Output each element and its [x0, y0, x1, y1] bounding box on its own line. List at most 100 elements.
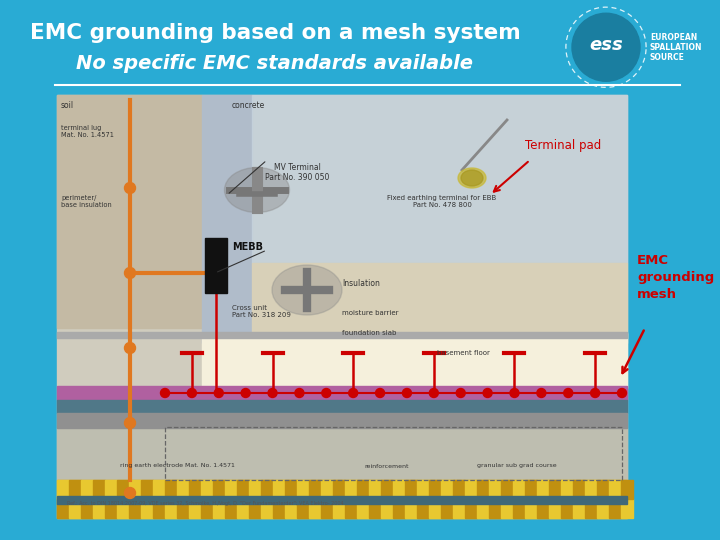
Circle shape: [510, 388, 519, 397]
Bar: [81, 480, 93, 499]
Bar: [537, 499, 549, 518]
Text: basement floor: basement floor: [437, 350, 490, 356]
Text: foundation slab: foundation slab: [342, 330, 397, 336]
Circle shape: [161, 388, 169, 397]
Bar: [261, 480, 273, 499]
Circle shape: [456, 388, 465, 397]
Bar: [393, 480, 405, 499]
Bar: [105, 480, 117, 499]
Bar: [441, 480, 453, 499]
Bar: [93, 480, 105, 499]
Bar: [273, 480, 285, 499]
Bar: [237, 499, 249, 518]
Circle shape: [125, 488, 135, 498]
Bar: [597, 499, 609, 518]
Bar: [321, 480, 333, 499]
Text: MV Terminal
Part No. 390 050: MV Terminal Part No. 390 050: [265, 163, 329, 183]
Bar: [249, 499, 261, 518]
Bar: [57, 480, 627, 518]
Bar: [309, 480, 321, 499]
Bar: [621, 499, 633, 518]
Text: concrete: concrete: [232, 101, 265, 110]
Bar: [237, 480, 249, 499]
Bar: [369, 499, 381, 518]
Bar: [297, 499, 309, 518]
Bar: [345, 480, 357, 499]
Text: SPALLATION: SPALLATION: [650, 43, 703, 52]
Bar: [501, 480, 513, 499]
Bar: [585, 480, 597, 499]
Text: Cross unit
Part No. 318 209: Cross unit Part No. 318 209: [232, 305, 291, 318]
Circle shape: [348, 388, 358, 397]
Bar: [141, 480, 153, 499]
Bar: [561, 480, 573, 499]
Bar: [117, 480, 129, 499]
Bar: [429, 499, 441, 518]
Bar: [69, 499, 81, 518]
Circle shape: [125, 342, 135, 354]
Bar: [597, 480, 609, 499]
Bar: [225, 499, 237, 518]
Bar: [165, 480, 177, 499]
Bar: [153, 480, 165, 499]
Bar: [165, 427, 622, 480]
Circle shape: [125, 417, 135, 429]
Circle shape: [483, 388, 492, 397]
Bar: [333, 499, 345, 518]
Text: Insulation: Insulation: [342, 279, 380, 287]
Bar: [525, 480, 537, 499]
Circle shape: [215, 388, 223, 397]
Text: EMC
grounding
mesh: EMC grounding mesh: [637, 254, 714, 301]
Bar: [57, 496, 627, 504]
Bar: [381, 499, 393, 518]
Bar: [441, 499, 453, 518]
Bar: [573, 499, 585, 518]
Bar: [609, 499, 621, 518]
Bar: [69, 480, 81, 499]
Circle shape: [125, 183, 135, 193]
Circle shape: [241, 388, 250, 397]
Bar: [357, 480, 369, 499]
Circle shape: [590, 388, 600, 397]
Circle shape: [537, 388, 546, 397]
Bar: [202, 333, 627, 388]
Bar: [129, 480, 141, 499]
Bar: [57, 400, 627, 413]
Bar: [213, 480, 225, 499]
Ellipse shape: [461, 170, 483, 186]
Bar: [309, 499, 321, 518]
Bar: [93, 499, 105, 518]
Bar: [453, 480, 465, 499]
Bar: [189, 480, 201, 499]
Circle shape: [564, 388, 572, 397]
Bar: [129, 499, 141, 518]
Bar: [201, 499, 213, 518]
Bar: [252, 95, 627, 263]
Bar: [213, 499, 225, 518]
Text: EUROPEAN: EUROPEAN: [650, 33, 697, 42]
Bar: [381, 480, 393, 499]
Bar: [333, 480, 345, 499]
Bar: [261, 499, 273, 518]
Bar: [273, 499, 285, 518]
Ellipse shape: [272, 265, 342, 315]
Circle shape: [125, 267, 135, 279]
Bar: [513, 499, 525, 518]
Bar: [285, 499, 297, 518]
Bar: [417, 480, 429, 499]
Bar: [561, 499, 573, 518]
Text: EMC grounding based on a mesh system: EMC grounding based on a mesh system: [30, 23, 521, 43]
Bar: [513, 480, 525, 499]
Bar: [345, 499, 357, 518]
Text: Terminal pad: Terminal pad: [525, 138, 601, 152]
Circle shape: [322, 388, 330, 397]
Bar: [189, 499, 201, 518]
Bar: [205, 238, 227, 293]
Text: reinforcement: reinforcement: [365, 463, 409, 469]
Bar: [57, 499, 69, 518]
Text: No specific EMC standards available: No specific EMC standards available: [76, 54, 474, 73]
Bar: [621, 480, 633, 499]
Bar: [225, 480, 237, 499]
Bar: [0, 0, 720, 94]
Text: ring earth electrode Mat. No. 1.4571: ring earth electrode Mat. No. 1.4571: [120, 463, 235, 469]
